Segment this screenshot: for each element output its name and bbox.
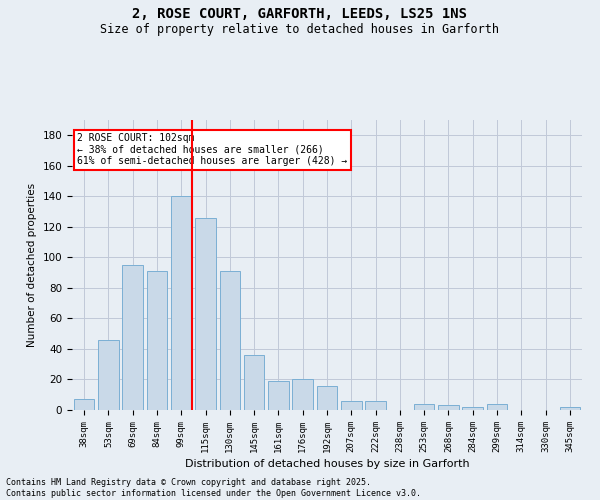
Bar — [74, 400, 94, 410]
Bar — [146, 271, 167, 410]
Bar — [341, 401, 362, 410]
Bar — [220, 271, 240, 410]
Bar — [98, 340, 119, 410]
Y-axis label: Number of detached properties: Number of detached properties — [27, 183, 37, 347]
Bar — [292, 380, 313, 410]
Bar — [560, 407, 580, 410]
Bar — [171, 196, 191, 410]
Text: Size of property relative to detached houses in Garforth: Size of property relative to detached ho… — [101, 22, 499, 36]
Bar — [438, 406, 459, 410]
Bar — [317, 386, 337, 410]
X-axis label: Distribution of detached houses by size in Garforth: Distribution of detached houses by size … — [185, 459, 469, 469]
Bar — [195, 218, 216, 410]
Text: Contains HM Land Registry data © Crown copyright and database right 2025.
Contai: Contains HM Land Registry data © Crown c… — [6, 478, 421, 498]
Bar — [487, 404, 508, 410]
Bar — [122, 265, 143, 410]
Bar — [268, 381, 289, 410]
Text: 2, ROSE COURT, GARFORTH, LEEDS, LS25 1NS: 2, ROSE COURT, GARFORTH, LEEDS, LS25 1NS — [133, 8, 467, 22]
Bar — [414, 404, 434, 410]
Bar — [365, 401, 386, 410]
Bar — [244, 355, 265, 410]
Text: 2 ROSE COURT: 102sqm
← 38% of detached houses are smaller (266)
61% of semi-deta: 2 ROSE COURT: 102sqm ← 38% of detached h… — [77, 133, 347, 166]
Bar — [463, 407, 483, 410]
